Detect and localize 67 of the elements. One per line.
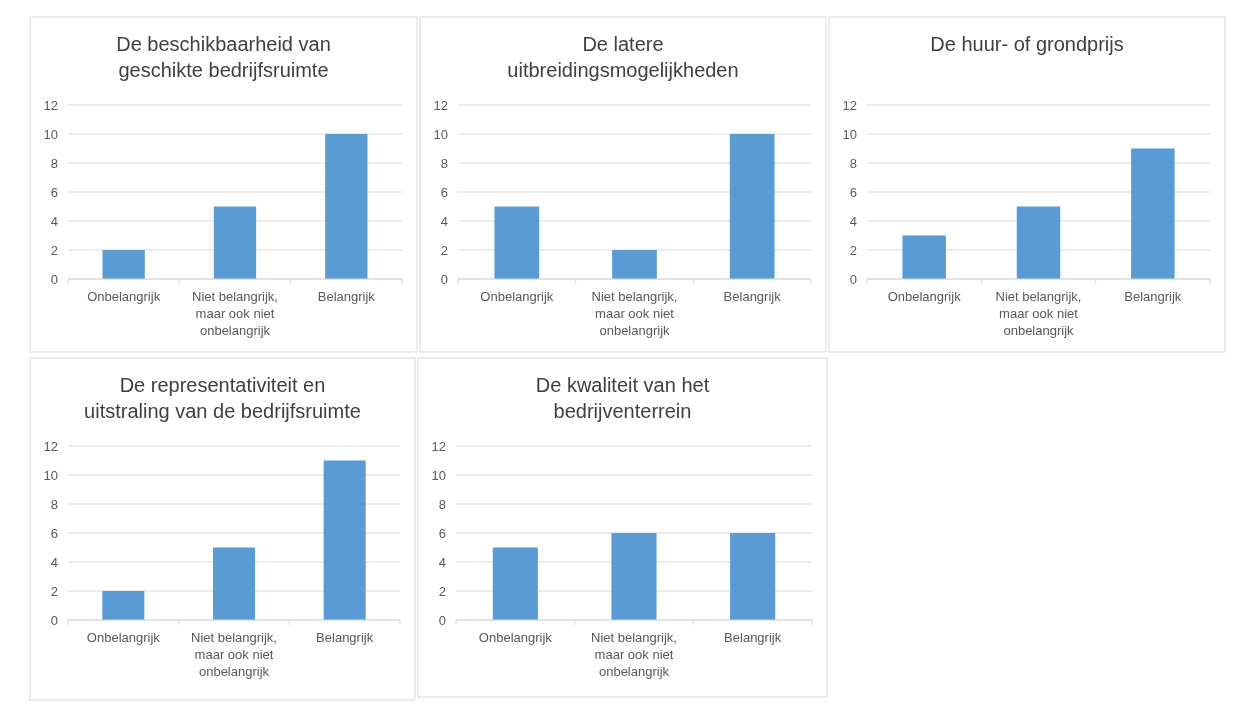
x-tick-label: Niet belangrijk, maar ook niet onbelangrijk: [191, 630, 277, 679]
chart-title: De huur- of grondprijs: [930, 33, 1124, 55]
y-tick-label: 4: [440, 213, 448, 229]
y-tick-label: 0: [50, 612, 58, 628]
bar: [902, 235, 946, 279]
y-tick-label: 8: [440, 155, 448, 171]
y-tick-label: 2: [440, 242, 448, 258]
y-tick-label: 0: [438, 612, 446, 628]
bar: [325, 134, 368, 279]
bar: [102, 591, 145, 620]
y-tick-label: 10: [433, 126, 448, 142]
y-tick-label: 8: [438, 496, 446, 512]
y-tick-label: 12: [43, 97, 58, 113]
y-tick-label: 12: [431, 438, 446, 454]
y-tick-label: 12: [43, 438, 58, 454]
y-tick-label: 6: [438, 525, 446, 541]
bar: [323, 460, 366, 620]
y-tick-label: 0: [849, 271, 857, 287]
bar: [729, 134, 775, 279]
y-tick-label: 10: [43, 467, 58, 483]
y-tick-label: 8: [50, 155, 58, 171]
bar: [213, 206, 257, 279]
y-tick-label: 12: [433, 97, 448, 113]
y-tick-label: 6: [50, 525, 58, 541]
bar: [1016, 206, 1061, 279]
x-tick-label: Niet belangrijk, maar ook niet onbelangrijk: [591, 289, 678, 338]
y-tick-label: 10: [43, 126, 58, 142]
y-tick-label: 8: [849, 155, 857, 171]
bar: [494, 206, 540, 279]
chart-title: De kwaliteit van het bedrijventerrein: [535, 374, 710, 422]
y-tick-label: 4: [50, 213, 58, 229]
bar: [102, 250, 145, 279]
x-tick-label: Niet belangrijk, maar ook niet onbelangrijk: [591, 630, 677, 679]
x-tick-label: Onbelangrijk: [478, 630, 553, 645]
y-tick-label: 10: [842, 126, 857, 142]
bar: [1131, 148, 1175, 279]
x-tick-label: Belangrijk: [1124, 289, 1182, 304]
x-tick-label: Onbelangrijk: [887, 289, 962, 304]
x-tick-label: Belangrijk: [317, 289, 376, 304]
y-tick-label: 12: [842, 97, 857, 113]
y-tick-label: 4: [849, 213, 857, 229]
x-tick-label: Niet belangrijk, maar ook niet onbelangrijk: [192, 289, 278, 338]
x-tick-label: Belangrijk: [723, 289, 782, 304]
x-tick-label: Belangrijk: [724, 630, 782, 645]
chart-title: De latere uitbreidingsmogelijkheden: [507, 33, 739, 81]
x-tick-label: Onbelangrijk: [480, 289, 554, 304]
chart-title: De beschikbaarheid van geschikte bedrijfsruimte: [116, 33, 331, 81]
chart-title: De representativiteit en uitstraling van de bedrijfsruimte: [84, 374, 361, 422]
bar: [612, 250, 657, 279]
x-tick-label: Niet belangrijk, maar ook niet onbelangrijk: [995, 289, 1082, 338]
y-tick-label: 2: [438, 583, 446, 599]
x-tick-label: Onbelangrijk: [87, 289, 161, 304]
y-tick-label: 6: [440, 184, 448, 200]
y-tick-label: 8: [50, 496, 58, 512]
y-tick-label: 0: [440, 271, 448, 287]
y-tick-label: 10: [431, 467, 446, 483]
y-tick-label: 4: [50, 554, 58, 570]
bar: [212, 547, 256, 620]
y-tick-label: 2: [50, 583, 58, 599]
y-tick-label: 6: [50, 184, 58, 200]
y-tick-label: 2: [50, 242, 58, 258]
x-tick-label: Onbelangrijk: [86, 630, 161, 645]
x-tick-label: Belangrijk: [316, 630, 374, 645]
y-tick-label: 0: [50, 271, 58, 287]
y-tick-label: 4: [438, 554, 446, 570]
y-tick-label: 2: [849, 242, 857, 258]
y-tick-label: 6: [849, 184, 857, 200]
